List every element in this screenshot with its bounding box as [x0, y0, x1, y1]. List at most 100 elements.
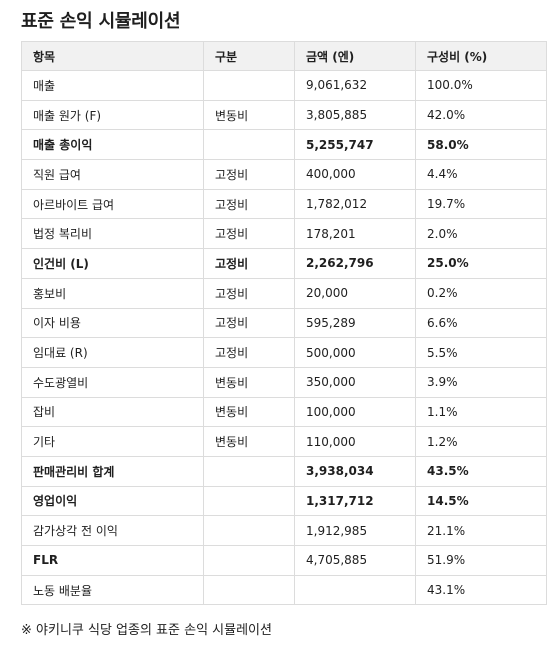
cell-category: [203, 515, 295, 546]
cell-amount: 1,782,012: [294, 188, 416, 220]
cell-item: 임대료 (R): [21, 337, 204, 368]
footnote: ※ 야키니쿠 식당 업종의 표준 손익 시뮬레이션: [21, 623, 272, 638]
table-row: 매출 9,061,632 100.0%: [21, 70, 547, 101]
cell-ratio: 19.7%: [415, 188, 547, 220]
cell-ratio: 14.5%: [415, 485, 547, 517]
table-row: 영업이익 1,317,712 14.5%: [21, 485, 547, 517]
table-row: 직원 급여 고정비 400,000 4.4%: [21, 159, 547, 190]
cell-amount: 20,000: [294, 277, 416, 309]
table-row: 판매관리비 합계 3,938,034 43.5%: [21, 455, 547, 487]
cell-item: 영업이익: [21, 485, 204, 517]
cell-amount: 110,000: [294, 426, 416, 457]
cell-item: 감가상각 전 이익: [21, 515, 204, 546]
cell-category: [203, 485, 295, 517]
table-row: 법정 복리비 고정비 178,201 2.0%: [21, 218, 547, 250]
cell-item: 홍보비: [21, 277, 204, 309]
cell-ratio: 43.1%: [415, 574, 547, 606]
cell-item: 수도광열비: [21, 366, 204, 398]
table-row: 임대료 (R) 고정비 500,000 5.5%: [21, 337, 547, 368]
cell-amount: 1,317,712: [294, 485, 416, 517]
cell-ratio: 21.1%: [415, 515, 547, 546]
cell-ratio: 1.2%: [415, 426, 547, 457]
table-row: FLR 4,705,885 51.9%: [21, 545, 547, 576]
cell-category: 변동비: [203, 366, 295, 398]
cell-ratio: 5.5%: [415, 337, 547, 368]
cell-item: 매출: [21, 70, 204, 101]
cell-item: 아르바이트 급여: [21, 188, 204, 220]
table-row: 매출 원가 (F) 변동비 3,805,885 42.0%: [21, 99, 547, 131]
cell-ratio: 1.1%: [415, 396, 547, 428]
table-row: 감가상각 전 이익 1,912,985 21.1%: [21, 515, 547, 546]
cell-category: [203, 455, 295, 487]
cell-amount: 595,289: [294, 307, 416, 339]
cell-ratio: 25.0%: [415, 248, 547, 279]
cell-item: 법정 복리비: [21, 218, 204, 250]
cell-amount: 500,000: [294, 337, 416, 368]
cell-ratio: 100.0%: [415, 70, 547, 101]
cell-amount: [294, 574, 416, 606]
cell-category: 고정비: [203, 188, 295, 220]
cell-category: [203, 574, 295, 606]
cell-amount: 4,705,885: [294, 545, 416, 576]
cell-amount: 400,000: [294, 159, 416, 190]
cell-ratio: 58.0%: [415, 129, 547, 161]
cell-item: 판매관리비 합계: [21, 455, 204, 487]
cell-item: 매출 원가 (F): [21, 99, 204, 131]
cell-category: 고정비: [203, 248, 295, 279]
cell-item: 노동 배분율: [21, 574, 204, 606]
cell-category: 고정비: [203, 277, 295, 309]
table-header-row: 항목 구분 금액 (엔) 구성비 (%): [21, 41, 547, 71]
cell-item: 인건비 (L): [21, 248, 204, 279]
cell-ratio: 3.9%: [415, 366, 547, 398]
table-row: 매출 총이익 5,255,747 58.0%: [21, 129, 547, 161]
table-row: 인건비 (L) 고정비 2,262,796 25.0%: [21, 248, 547, 279]
cell-ratio: 0.2%: [415, 277, 547, 309]
cell-item: 잡비: [21, 396, 204, 428]
header-ratio: 구성비 (%): [415, 41, 547, 71]
table-row: 노동 배분율 43.1%: [21, 574, 547, 606]
cell-amount: 1,912,985: [294, 515, 416, 546]
cell-ratio: 51.9%: [415, 545, 547, 576]
cell-category: 변동비: [203, 426, 295, 457]
cell-ratio: 42.0%: [415, 99, 547, 131]
cell-amount: 350,000: [294, 366, 416, 398]
cell-amount: 9,061,632: [294, 70, 416, 101]
cell-amount: 2,262,796: [294, 248, 416, 279]
cell-category: 고정비: [203, 218, 295, 250]
profit-loss-table: 항목 구분 금액 (엔) 구성비 (%) 매출 9,061,632 100.0% 매출…: [21, 41, 547, 606]
cell-category: 고정비: [203, 337, 295, 368]
cell-item: 직원 급여: [21, 159, 204, 190]
cell-ratio: 4.4%: [415, 159, 547, 190]
cell-ratio: 43.5%: [415, 455, 547, 487]
header-category: 구분: [203, 41, 295, 71]
table-body: 매출 9,061,632 100.0% 매출 원가 (F) 변동비 3,805,885 42…: [21, 70, 547, 606]
cell-category: 변동비: [203, 396, 295, 428]
cell-amount: 5,255,747: [294, 129, 416, 161]
page-title: 표준 손익 시뮬레이션: [21, 11, 181, 32]
cell-category: 변동비: [203, 99, 295, 131]
cell-category: 고정비: [203, 307, 295, 339]
table-row: 잡비 변동비 100,000 1.1%: [21, 396, 547, 428]
header-item: 항목: [21, 41, 204, 71]
cell-ratio: 2.0%: [415, 218, 547, 250]
table-row: 수도광열비 변동비 350,000 3.9%: [21, 366, 547, 398]
header-amount: 금액 (엔): [294, 41, 416, 71]
cell-category: [203, 129, 295, 161]
cell-amount: 3,938,034: [294, 455, 416, 487]
cell-amount: 178,201: [294, 218, 416, 250]
cell-item: 기타: [21, 426, 204, 457]
cell-ratio: 6.6%: [415, 307, 547, 339]
cell-amount: 3,805,885: [294, 99, 416, 131]
cell-category: [203, 545, 295, 576]
table-row: 기타 변동비 110,000 1.2%: [21, 426, 547, 457]
cell-category: [203, 70, 295, 101]
table-row: 홍보비 고정비 20,000 0.2%: [21, 277, 547, 309]
cell-item: FLR: [21, 545, 204, 576]
cell-amount: 100,000: [294, 396, 416, 428]
cell-category: 고정비: [203, 159, 295, 190]
cell-item: 이자 비용: [21, 307, 204, 339]
table-row: 이자 비용 고정비 595,289 6.6%: [21, 307, 547, 339]
cell-item: 매출 총이익: [21, 129, 204, 161]
table-row: 아르바이트 급여 고정비 1,782,012 19.7%: [21, 188, 547, 220]
